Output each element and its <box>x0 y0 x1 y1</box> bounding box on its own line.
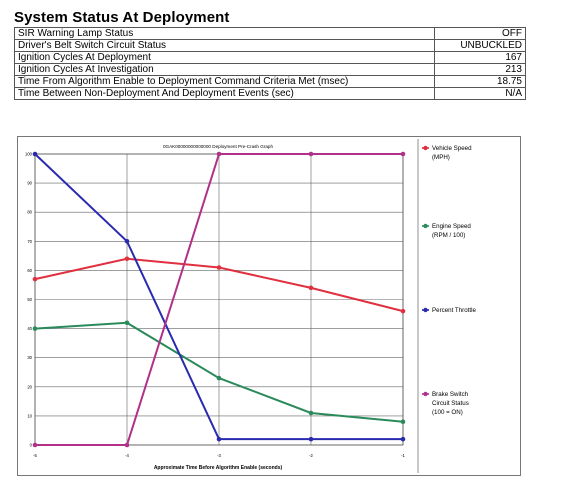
data-point <box>124 442 130 448</box>
data-point <box>308 151 314 157</box>
y-tick-label: 100 <box>25 152 33 157</box>
data-point <box>216 436 222 442</box>
legend-swatch-marker <box>423 307 428 313</box>
y-tick-label: 80 <box>27 210 32 215</box>
data-point <box>216 375 222 381</box>
data-point <box>400 151 406 157</box>
x-tick-label: -1 <box>401 453 405 458</box>
status-value: OFF <box>434 27 526 40</box>
legend-label: Vehicle Speed <box>432 145 472 152</box>
y-tick-label: 40 <box>27 326 32 331</box>
x-tick-label: -4 <box>125 453 129 458</box>
status-row: Time Between Non-Deployment And Deployme… <box>14 87 526 100</box>
y-tick-label: 70 <box>27 239 32 244</box>
page-title: System Status At Deployment <box>14 9 230 26</box>
data-point <box>124 239 130 244</box>
legend-swatch-marker <box>423 391 428 397</box>
status-value: 167 <box>434 51 526 64</box>
x-tick-label: -3 <box>217 453 221 458</box>
status-row: Ignition Cycles At Investigation 213 <box>14 63 526 76</box>
data-point <box>32 151 38 157</box>
status-value: UNBUCKLED <box>434 39 526 52</box>
legend-label: Brake Switch <box>432 391 469 398</box>
y-tick-label: 0 <box>30 443 33 448</box>
data-point <box>400 308 406 314</box>
y-tick-label: 10 <box>27 413 32 418</box>
legend-label: Percent Throttle <box>432 307 476 314</box>
status-row: SIR Warning Lamp Status OFF <box>14 27 526 40</box>
status-value: 213 <box>434 63 526 76</box>
legend-label: Engine Speed <box>432 223 471 230</box>
status-label: Time From Algorithm Enable to Deployment… <box>14 75 435 88</box>
legend-label: (100 = ON) <box>432 409 463 416</box>
status-table: SIR Warning Lamp Status OFF Driver's Belt … <box>14 27 526 100</box>
legend-label: (MPH) <box>432 154 450 161</box>
legend-label: Circuit Status <box>432 400 469 407</box>
legend-swatch-marker <box>423 145 428 151</box>
legend-label: (RPM / 100) <box>432 232 465 239</box>
chart-title: 0GAK00000000000000 Deployment Pre-Crash … <box>163 144 274 149</box>
status-row: Time From Algorithm Enable to Deployment… <box>14 75 526 88</box>
data-point <box>400 419 406 425</box>
data-point <box>124 256 130 262</box>
data-point <box>32 326 38 331</box>
status-label: SIR Warning Lamp Status <box>14 27 435 40</box>
x-axis-label: Approximate Time Before Algorithm Enable… <box>154 465 283 471</box>
data-point <box>32 276 38 282</box>
x-tick-label: -5 <box>33 453 37 458</box>
y-tick-label: 50 <box>27 297 32 302</box>
status-value: N/A <box>434 87 526 100</box>
data-point <box>308 285 314 291</box>
x-tick-label: -2 <box>309 453 313 458</box>
data-point <box>32 442 38 448</box>
data-point <box>400 436 406 442</box>
data-point <box>308 436 314 442</box>
y-tick-label: 90 <box>27 181 32 186</box>
data-point <box>308 410 314 416</box>
data-point <box>216 265 222 270</box>
status-row: Driver's Belt Switch Circuit Status UNBUC… <box>14 39 526 52</box>
data-point <box>124 320 130 326</box>
status-value: 18.75 <box>434 75 526 88</box>
status-label: Ignition Cycles At Deployment <box>14 51 435 64</box>
y-tick-label: 60 <box>27 268 32 273</box>
status-label: Driver's Belt Switch Circuit Status <box>14 39 435 52</box>
status-label: Time Between Non-Deployment And Deployme… <box>14 87 435 100</box>
status-row: Ignition Cycles At Deployment 167 <box>14 51 526 64</box>
pre-crash-chart: 0GAK00000000000000 Deployment Pre-Crash … <box>25 139 476 473</box>
y-tick-label: 30 <box>27 355 32 360</box>
data-point <box>216 151 222 157</box>
pre-crash-graph-panel: 0GAK00000000000000 Deployment Pre-Crash … <box>17 136 521 476</box>
y-tick-label: 20 <box>27 384 32 389</box>
legend-swatch-marker <box>423 223 428 229</box>
status-label: Ignition Cycles At Investigation <box>14 63 435 76</box>
